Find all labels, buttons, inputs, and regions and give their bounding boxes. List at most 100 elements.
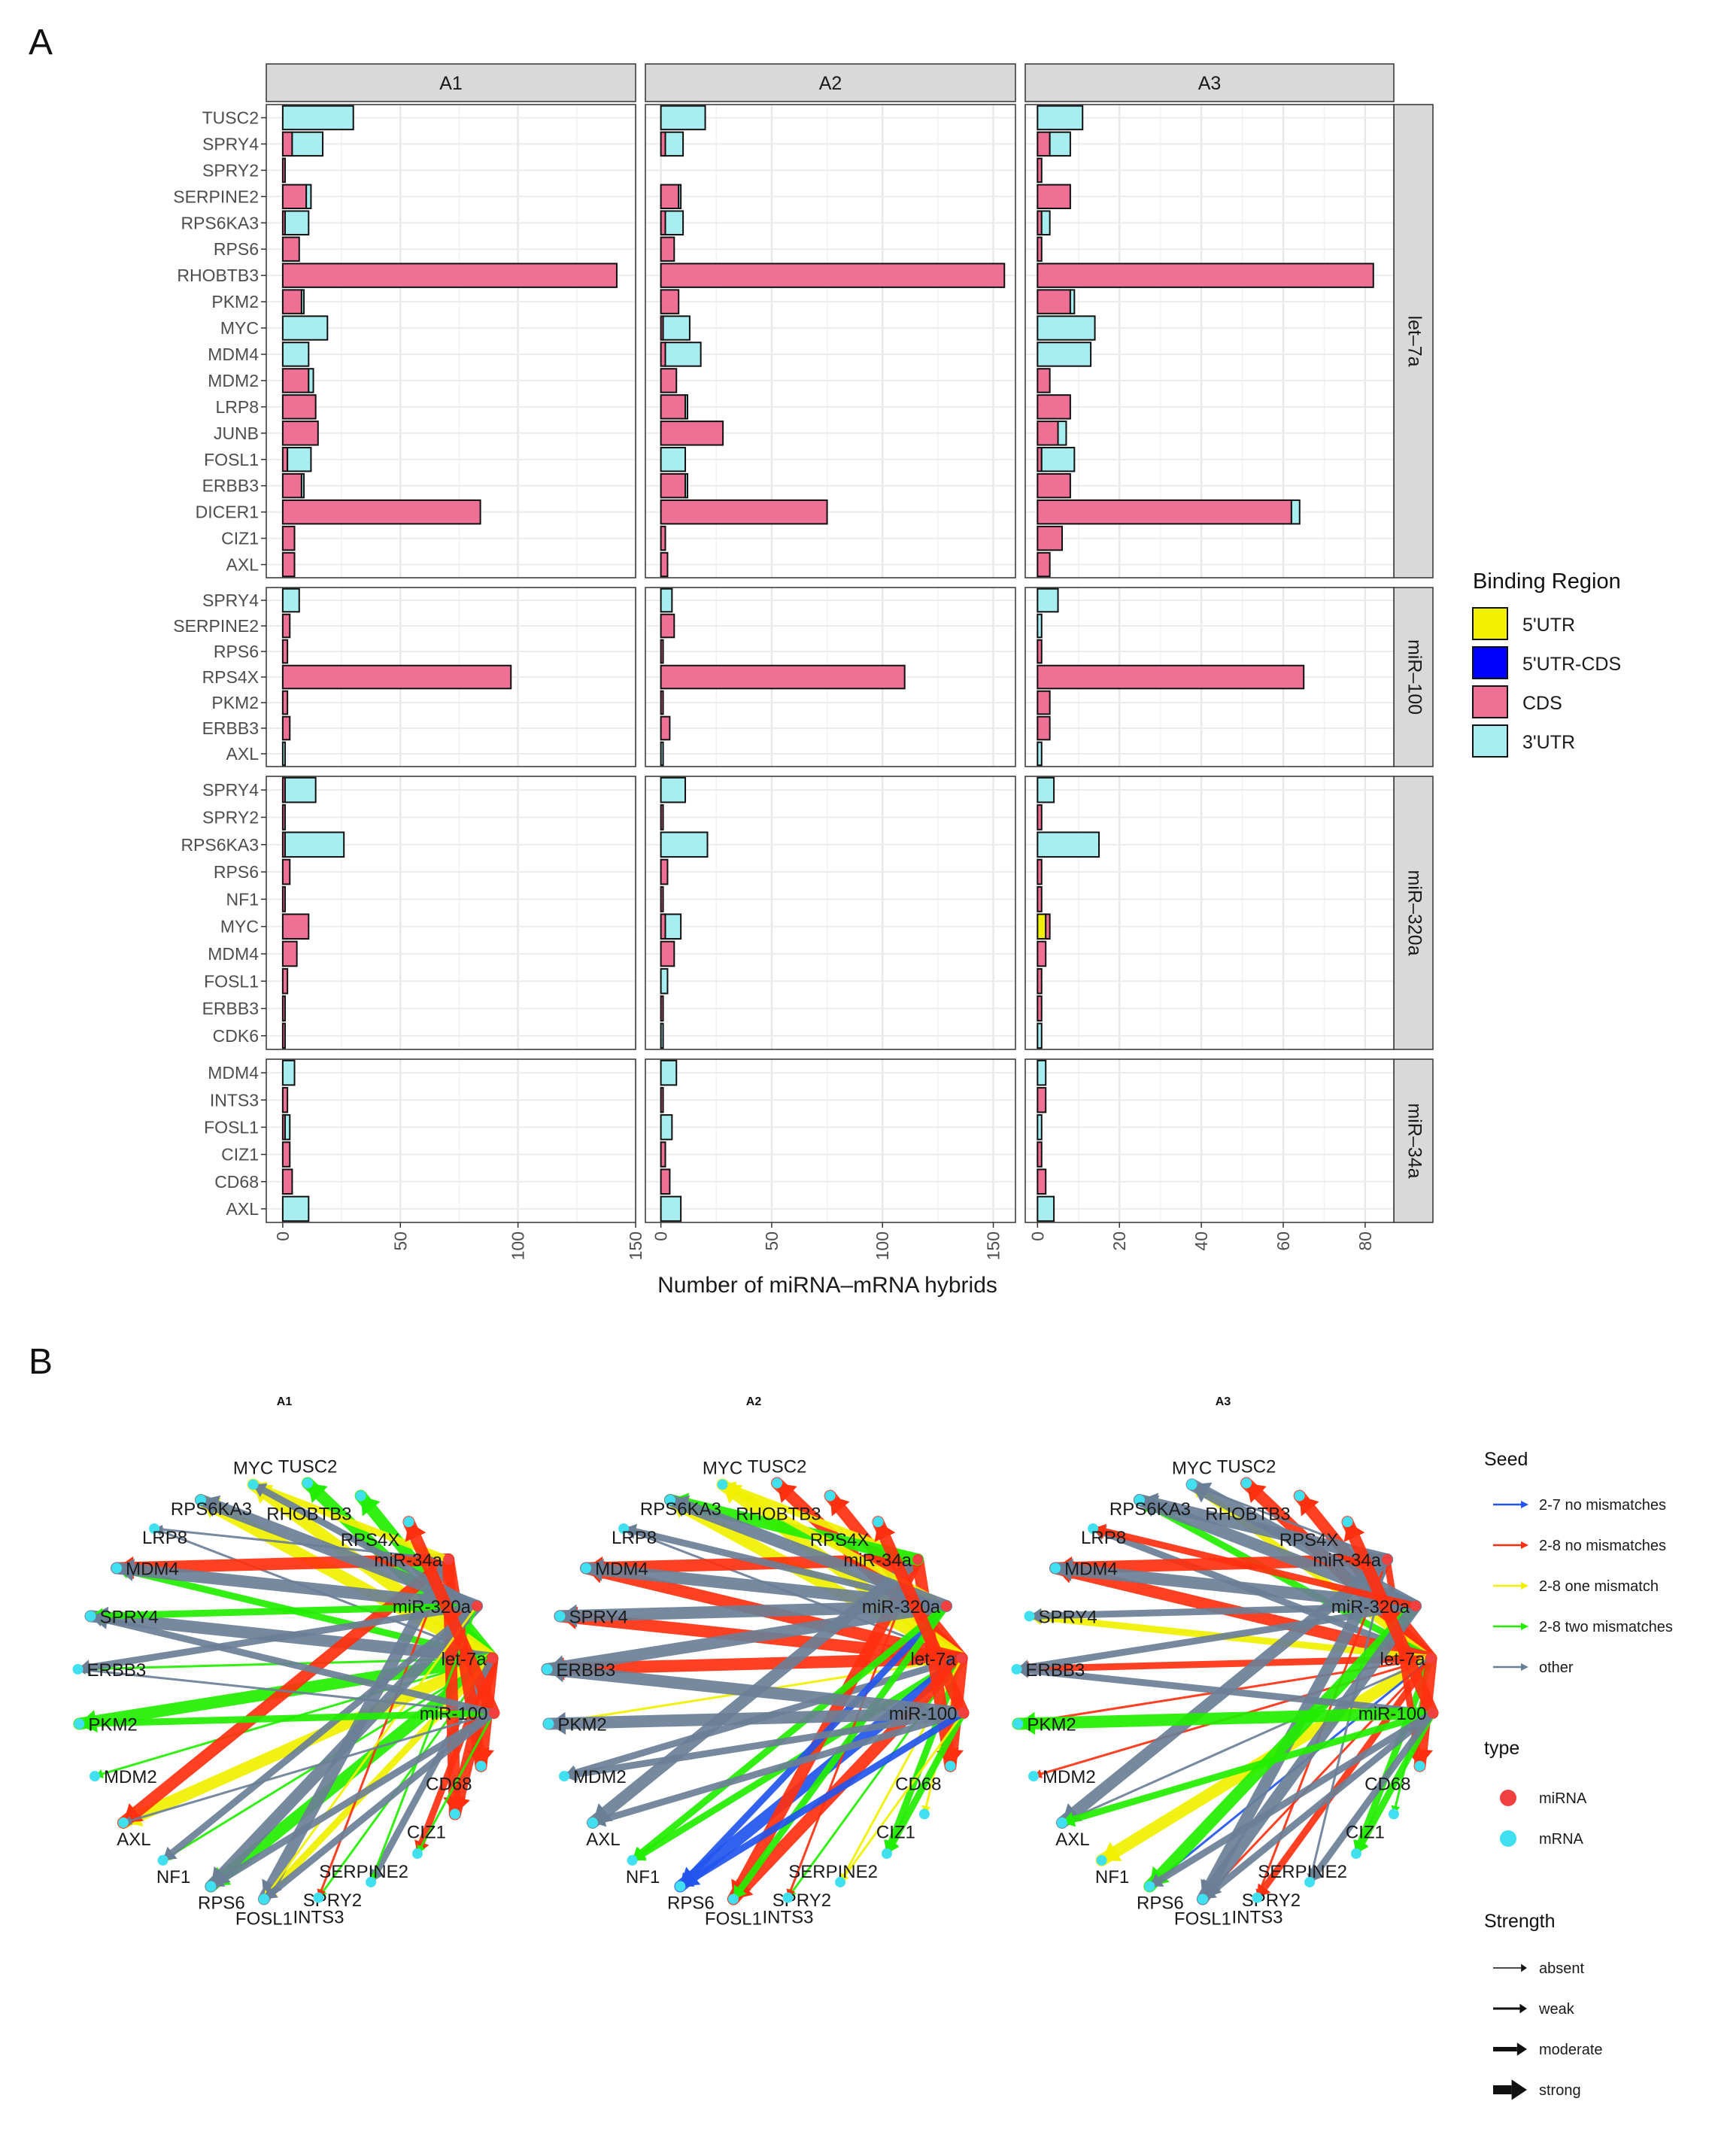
edge bbox=[159, 1602, 481, 1864]
y-tick-label: RHOBTB3 bbox=[177, 266, 259, 285]
bar-segment bbox=[660, 368, 678, 393]
bar-segment bbox=[1290, 499, 1301, 525]
bar-segment bbox=[660, 690, 664, 715]
edge bbox=[369, 1605, 478, 1884]
bar-segment bbox=[660, 741, 664, 767]
network-title: A2 bbox=[746, 1395, 762, 1408]
node-label: miR-320a bbox=[1331, 1597, 1410, 1617]
node-label: RPS6 bbox=[1137, 1893, 1184, 1914]
x-tick-label: 20 bbox=[1109, 1231, 1129, 1251]
panel-border bbox=[1024, 104, 1395, 578]
bar-segment bbox=[281, 421, 319, 446]
edge bbox=[263, 1605, 478, 1900]
node-label: RPS6 bbox=[667, 1893, 715, 1914]
y-tick-label: CIZ1 bbox=[221, 529, 259, 548]
node-label: SPRY4 bbox=[99, 1607, 158, 1627]
y-tick-label: NF1 bbox=[226, 889, 259, 909]
edge-arrowhead bbox=[560, 1604, 578, 1627]
node-label: NF1 bbox=[626, 1867, 660, 1887]
node-label: MDM2 bbox=[104, 1767, 157, 1787]
bar-segment bbox=[281, 184, 308, 210]
bar-segment bbox=[281, 289, 302, 314]
bar-segment bbox=[1037, 776, 1055, 803]
x-tick-label: 60 bbox=[1273, 1231, 1293, 1251]
x-tick-label: 100 bbox=[508, 1231, 528, 1260]
node-label: INTS3 bbox=[293, 1908, 344, 1928]
seed-legend-arrow bbox=[1521, 1663, 1528, 1671]
node bbox=[918, 1808, 930, 1820]
bar-segment bbox=[660, 263, 1006, 288]
edge bbox=[580, 1562, 952, 1612]
panel-border bbox=[1024, 587, 1395, 767]
bar-segment bbox=[1037, 421, 1059, 446]
node bbox=[1096, 1854, 1107, 1866]
y-tick-label: SERPINE2 bbox=[173, 616, 259, 636]
node-label: MDM2 bbox=[1043, 1767, 1096, 1787]
bar-segment bbox=[281, 394, 317, 420]
y-tick-label: SPRY4 bbox=[202, 780, 259, 800]
bar-segment bbox=[281, 236, 300, 262]
edge-arrowhead bbox=[360, 1496, 381, 1517]
panel-border bbox=[266, 1058, 636, 1223]
node-label: SERPINE2 bbox=[788, 1862, 878, 1882]
bar-segment bbox=[281, 551, 296, 578]
facet-row-strip bbox=[1393, 776, 1434, 1050]
bar-segment bbox=[281, 499, 481, 525]
node bbox=[782, 1892, 794, 1903]
bar-segment bbox=[1037, 157, 1043, 184]
bar-segment bbox=[1069, 289, 1076, 314]
node bbox=[1241, 1477, 1252, 1489]
node bbox=[1410, 1600, 1421, 1611]
node bbox=[873, 1517, 884, 1528]
bar-segment bbox=[660, 1141, 666, 1168]
node-label: miR-320a bbox=[393, 1597, 472, 1617]
node bbox=[554, 1611, 566, 1622]
y-tick-label: SPRY4 bbox=[202, 591, 259, 610]
node-label: AXL bbox=[1055, 1830, 1089, 1850]
edge bbox=[75, 1709, 497, 1727]
y-tick-label: MDM4 bbox=[208, 1063, 259, 1083]
node-label: MDM4 bbox=[126, 1559, 179, 1580]
bar-segment bbox=[305, 184, 312, 210]
node-label: miR-100 bbox=[1358, 1704, 1427, 1724]
bar-segment bbox=[300, 289, 305, 314]
bar-segment bbox=[281, 639, 289, 664]
node bbox=[313, 1892, 324, 1903]
facet-panel bbox=[1024, 776, 1395, 1050]
seed-legend-label: 2-8 two mismatches bbox=[1539, 1619, 1673, 1635]
node-label: ERBB3 bbox=[87, 1660, 147, 1681]
bar-segment bbox=[281, 886, 287, 913]
node bbox=[559, 1771, 570, 1782]
bar-segment bbox=[1037, 690, 1051, 715]
legend-label: 3'UTR bbox=[1522, 732, 1575, 753]
bar-segment bbox=[281, 1059, 296, 1086]
bar-segment bbox=[281, 995, 287, 1022]
bar-segment bbox=[1037, 368, 1051, 393]
node-label: let-7a bbox=[1380, 1650, 1426, 1670]
facet-panel: 0 20 40 60 80 bbox=[1024, 1058, 1395, 1251]
bar-segment bbox=[660, 289, 680, 314]
strength-legend-label: weak bbox=[1538, 2001, 1575, 2018]
type-legend-dot bbox=[1500, 1830, 1516, 1847]
edge-arrowhead bbox=[1029, 1608, 1042, 1624]
node-label: let-7a bbox=[911, 1650, 957, 1670]
bar-segment bbox=[1037, 263, 1374, 288]
node-label: SPRY4 bbox=[569, 1607, 627, 1627]
bar-segment bbox=[281, 368, 310, 393]
edge-arrowhead bbox=[548, 1711, 566, 1735]
edge-arrowhead bbox=[443, 1796, 466, 1814]
edge-arrowhead bbox=[1246, 1483, 1267, 1503]
node bbox=[403, 1517, 414, 1528]
node-label: CD68 bbox=[1364, 1775, 1410, 1795]
node bbox=[1028, 1771, 1040, 1782]
bar-segment bbox=[281, 804, 287, 831]
node-label: miR-320a bbox=[862, 1597, 941, 1617]
edge-arrowhead bbox=[308, 1483, 328, 1503]
node bbox=[587, 1817, 598, 1828]
edge bbox=[1061, 1657, 1433, 1824]
edge bbox=[205, 1599, 483, 1893]
panel-border bbox=[266, 104, 636, 578]
node-label: SPRY2 bbox=[303, 1890, 362, 1911]
facet-panel bbox=[1024, 587, 1395, 767]
edge bbox=[1136, 1496, 1435, 1663]
